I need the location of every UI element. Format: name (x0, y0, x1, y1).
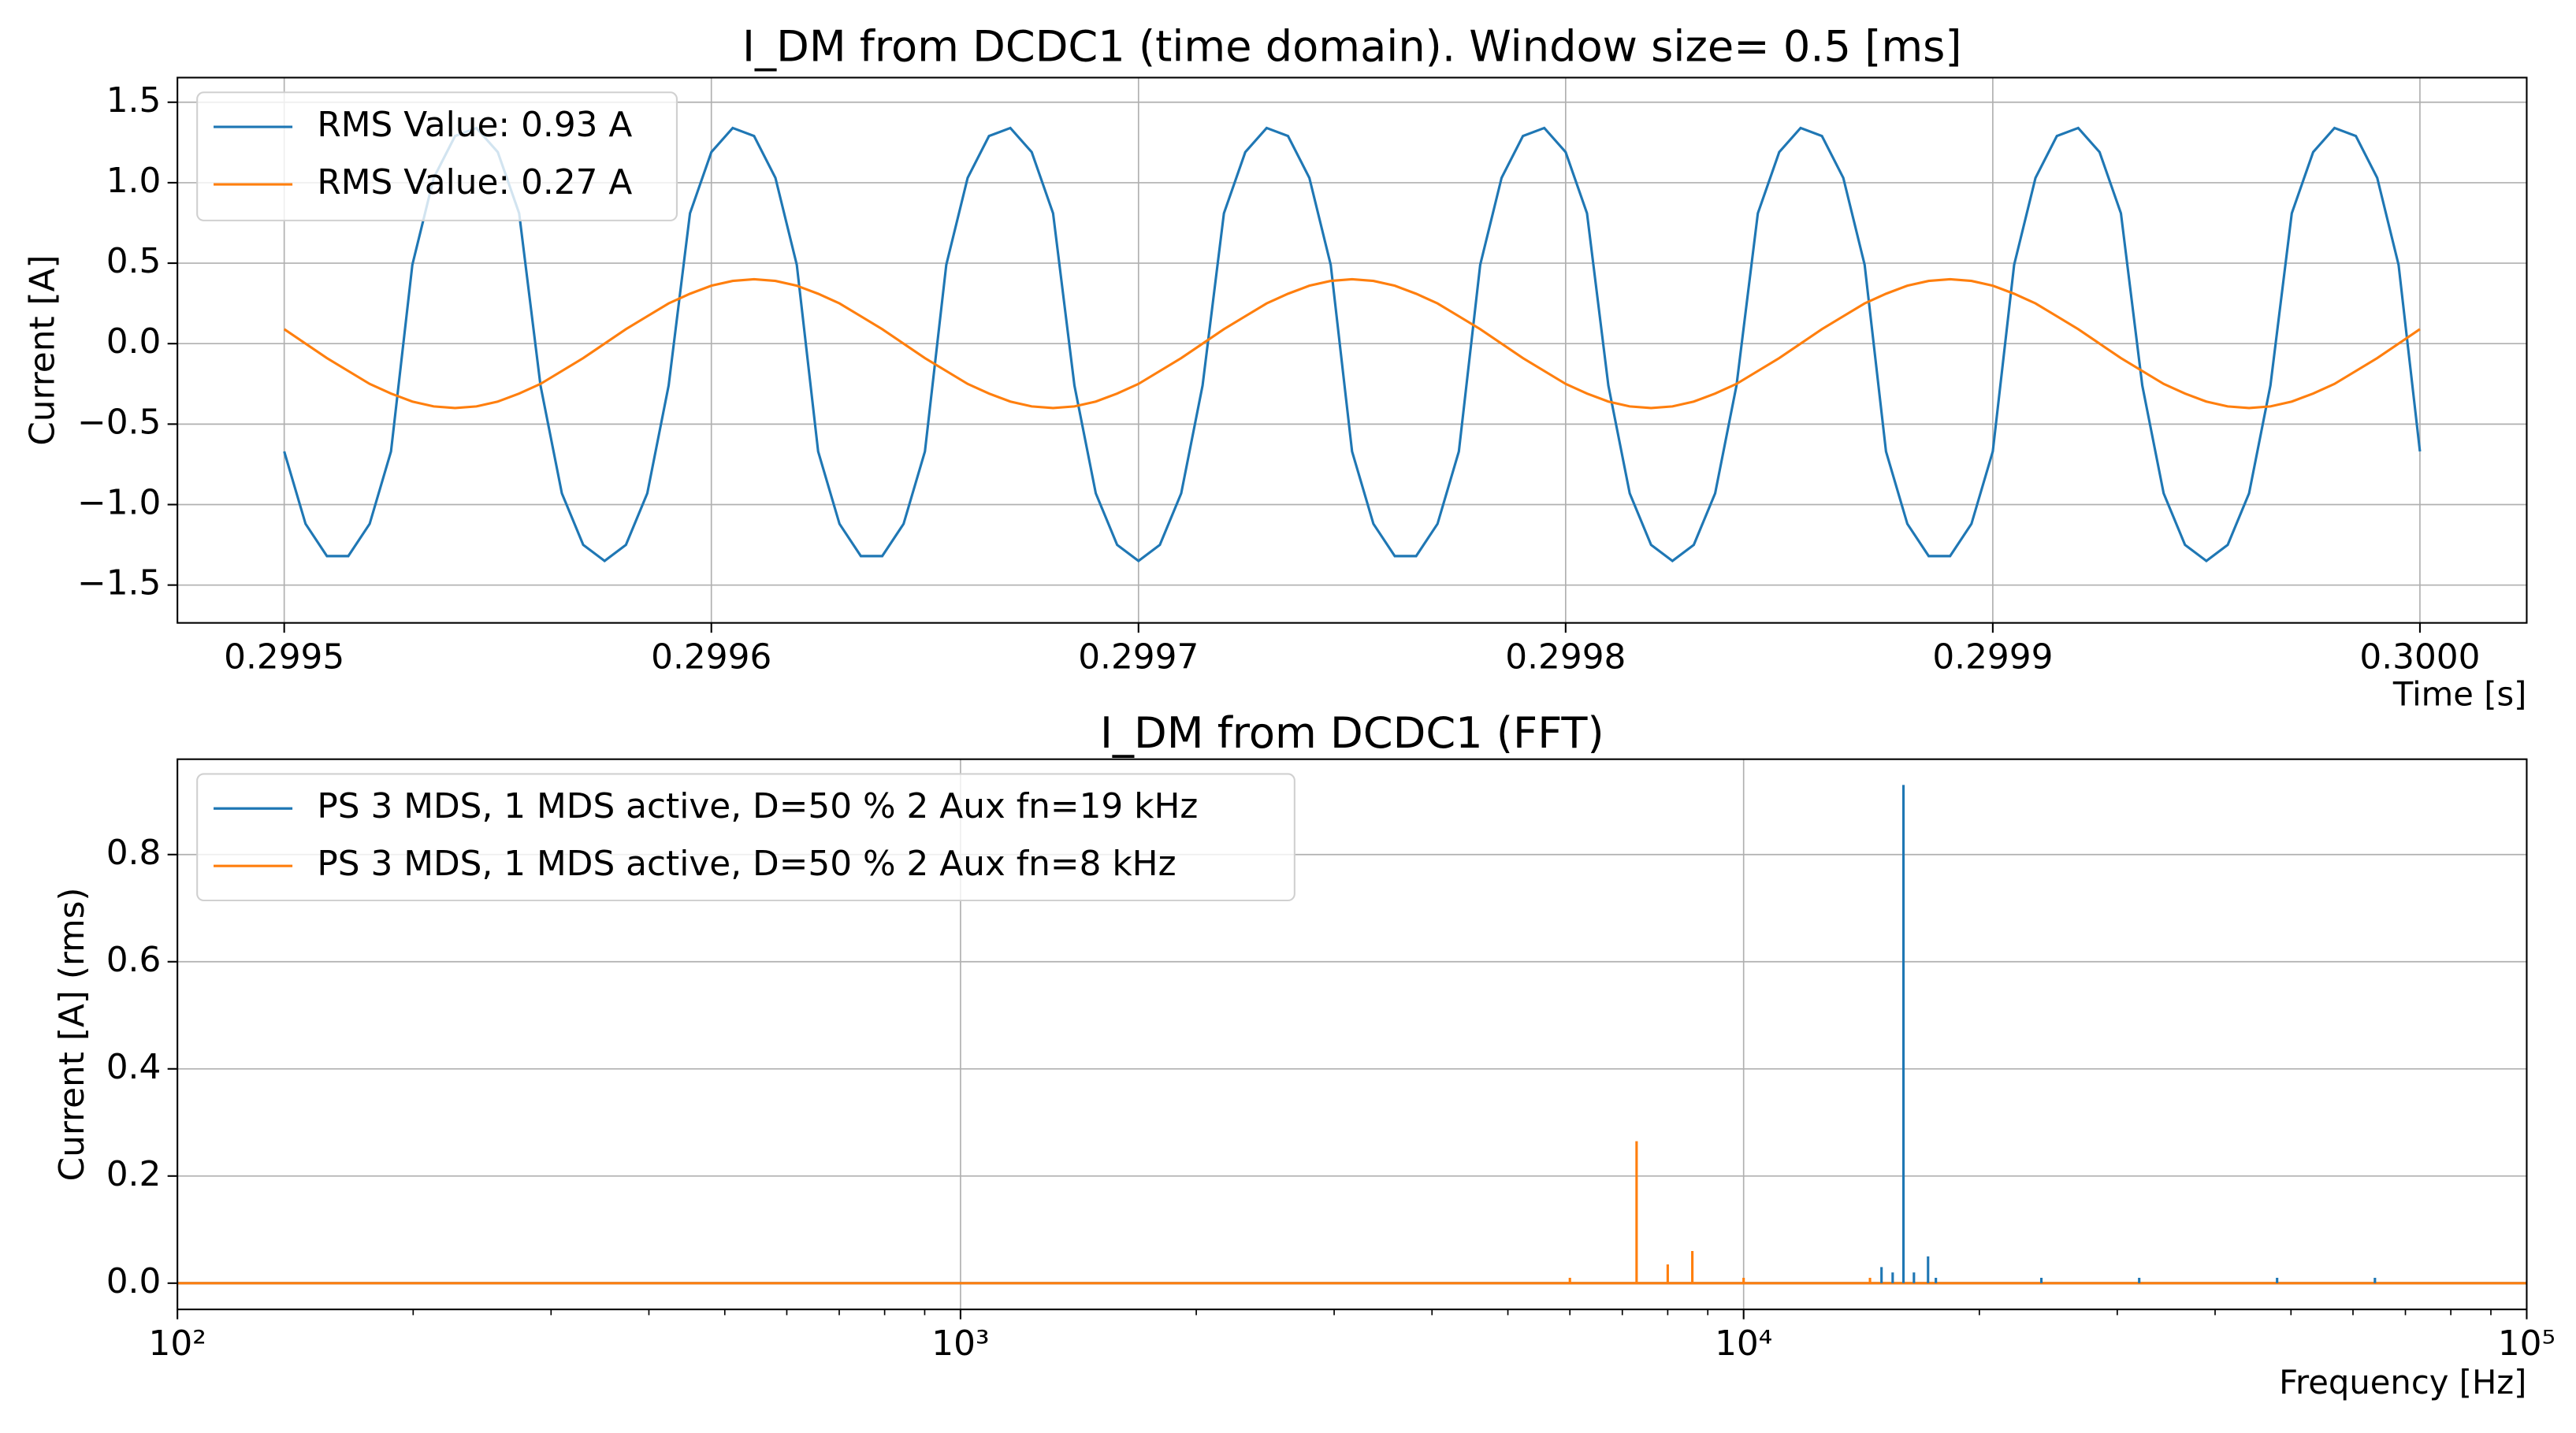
data-line (283, 277, 2421, 410)
x-axis-label: Frequency [Hz] (2279, 1363, 2526, 1401)
y-tick-label: 0.4 (106, 1047, 162, 1087)
x-tick-label: 10³ (931, 1323, 989, 1364)
x-tick-label: 0.2995 (224, 637, 344, 678)
x-tick-label: 0.2999 (1932, 637, 2053, 678)
y-tick-label: −0.5 (77, 402, 161, 442)
x-tick-label: 0.2997 (1078, 637, 1199, 678)
y-tick-label: 1.5 (106, 80, 162, 121)
legend-box (196, 773, 1295, 902)
chart-title: I_DM from DCDC1 (time domain). Window si… (742, 22, 1962, 72)
y-tick-label: 1.0 (106, 161, 162, 201)
y-tick-label: 0.8 (106, 833, 162, 873)
x-tick-label: 0.3000 (2359, 637, 2480, 678)
y-axis-label: Current [A] (rms) (52, 887, 92, 1181)
x-axis-label: Time [s] (2392, 674, 2527, 713)
x-tick-label: 10⁵ (2498, 1323, 2556, 1364)
chart-title: I_DM from DCDC1 (FFT) (1100, 708, 1604, 758)
y-tick-label: 0.5 (106, 241, 162, 281)
y-tick-label: 0.6 (106, 940, 162, 980)
legend-label: RMS Value: 0.27 A (317, 162, 632, 202)
x-tick-label: 10² (149, 1323, 206, 1364)
legend-label: RMS Value: 0.93 A (317, 105, 632, 145)
axes-frame (177, 758, 2528, 1311)
data-line (283, 126, 2422, 562)
x-tick-label: 10⁴ (1715, 1323, 1772, 1364)
y-tick-label: −1.0 (77, 483, 161, 523)
axes-frame (177, 76, 2528, 624)
legend-label: PS 3 MDS, 1 MDS active, D=50 % 2 Aux fn=… (317, 786, 1198, 826)
y-tick-label: 0.0 (106, 1261, 162, 1301)
x-tick-label: 0.2996 (651, 637, 771, 678)
legend-box (196, 91, 678, 221)
y-tick-label: 0.2 (106, 1154, 162, 1194)
y-tick-label: 0.0 (106, 321, 162, 362)
x-tick-label: 0.2998 (1505, 637, 1626, 678)
legend-label: PS 3 MDS, 1 MDS active, D=50 % 2 Aux fn=… (317, 844, 1176, 884)
y-tick-label: −1.5 (77, 563, 161, 603)
y-axis-label: Current [A] (22, 254, 62, 445)
